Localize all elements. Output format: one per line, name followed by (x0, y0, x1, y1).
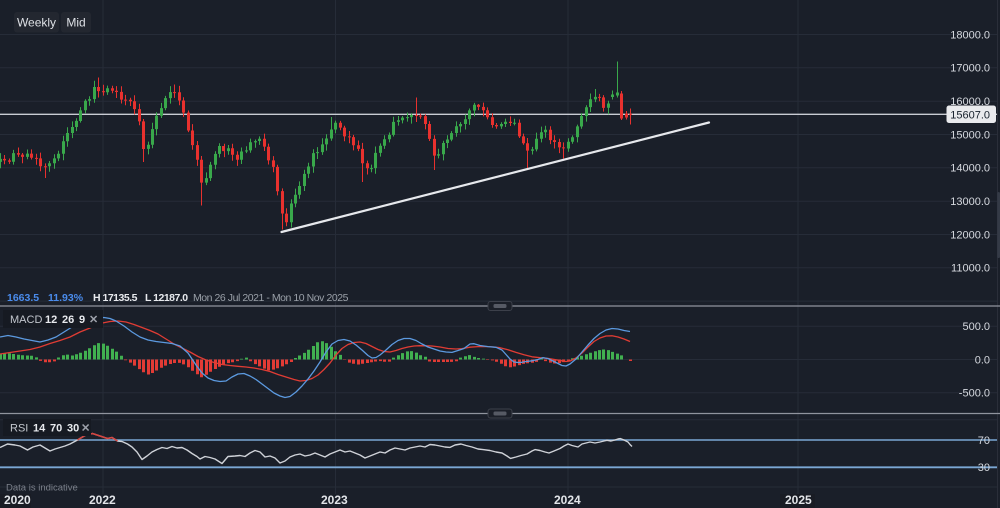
svg-text:11000.0: 11000.0 (951, 263, 990, 275)
svg-text:30: 30 (978, 462, 990, 474)
svg-text:15000.0: 15000.0 (950, 129, 990, 141)
svg-text:2024: 2024 (554, 493, 581, 507)
svg-text:70: 70 (978, 435, 990, 447)
svg-text:Weekly: Weekly (17, 16, 56, 30)
svg-text:✕: ✕ (81, 423, 90, 435)
svg-text:2023: 2023 (321, 493, 348, 507)
svg-text:14: 14 (33, 423, 46, 435)
svg-text:30: 30 (67, 423, 79, 435)
svg-text:500.0: 500.0 (962, 321, 990, 333)
svg-text:0.0: 0.0 (975, 354, 990, 366)
svg-text:11.93%: 11.93% (48, 292, 84, 304)
svg-text:1663.5: 1663.5 (7, 292, 39, 304)
svg-text:18000.0: 18000.0 (950, 29, 990, 41)
svg-text:17000.0: 17000.0 (950, 63, 990, 75)
svg-text:L 12187.0: L 12187.0 (145, 292, 188, 304)
svg-text:16000.0: 16000.0 (950, 96, 990, 108)
svg-text:14000.0: 14000.0 (950, 163, 990, 175)
svg-text:Mid: Mid (66, 15, 85, 29)
svg-text:12000.0: 12000.0 (950, 229, 990, 241)
svg-text:13000.0: 13000.0 (950, 196, 990, 208)
svg-text:MACD: MACD (10, 314, 42, 326)
svg-text:12: 12 (45, 314, 57, 326)
svg-text:Data is indicative: Data is indicative (6, 483, 78, 494)
svg-text:2022: 2022 (89, 493, 116, 507)
svg-text:Mon 26 Jul 2021 - Mon 10 Nov 2: Mon 26 Jul 2021 - Mon 10 Nov 2025 (193, 292, 349, 304)
svg-text:H 17135.5: H 17135.5 (93, 292, 138, 304)
svg-text:-500.0: -500.0 (959, 388, 990, 400)
svg-text:RSI: RSI (10, 423, 28, 435)
svg-text:15607.0: 15607.0 (950, 109, 990, 121)
svg-text:✕: ✕ (89, 314, 98, 326)
svg-text:2025: 2025 (785, 493, 812, 507)
svg-text:26: 26 (62, 314, 74, 326)
svg-text:70: 70 (50, 423, 62, 435)
svg-text:9: 9 (79, 314, 85, 326)
svg-text:2020: 2020 (4, 493, 31, 507)
